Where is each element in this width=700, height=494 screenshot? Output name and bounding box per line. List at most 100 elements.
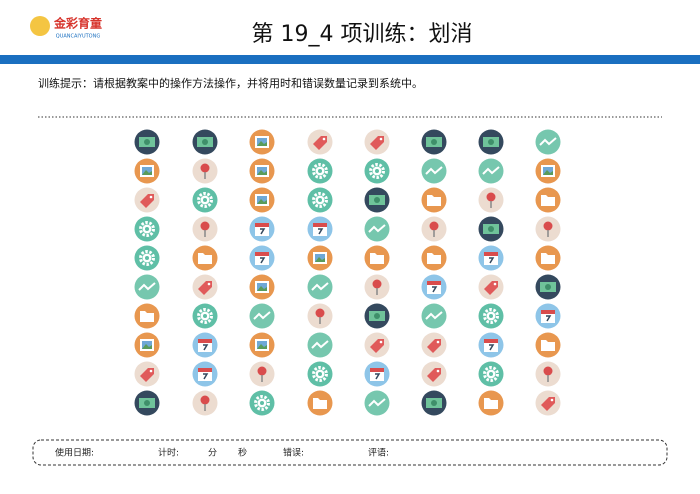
logo: 金彩育童 QUANCAIYUTONG — [30, 16, 102, 40]
calendar-day — [203, 373, 209, 380]
pin-icon — [535, 361, 561, 387]
pin-head — [200, 221, 210, 231]
gear-hole — [145, 256, 149, 260]
calendar-top — [541, 310, 555, 314]
pin-icon — [478, 187, 504, 213]
folder-icon — [421, 245, 447, 271]
calendar-icon — [249, 245, 275, 271]
hill — [257, 286, 267, 291]
tag-hole — [493, 282, 497, 286]
calendar-icon — [192, 332, 218, 358]
money-icon — [535, 274, 561, 300]
tag-hole — [379, 340, 383, 344]
pin-head — [543, 221, 553, 231]
chart-line — [368, 398, 386, 407]
chart-icon — [134, 274, 160, 300]
gear-hole — [489, 372, 493, 376]
folder-icon — [478, 390, 504, 416]
tag-icon — [307, 129, 333, 155]
bill-center — [144, 400, 150, 406]
folder — [427, 195, 441, 206]
gear-hole — [318, 372, 322, 376]
gear-icon — [364, 158, 390, 184]
calendar-top — [198, 339, 212, 343]
calendar-top — [370, 368, 384, 372]
gear-icon — [478, 361, 504, 387]
chart-icon — [478, 158, 504, 184]
pin-icon — [192, 390, 218, 416]
tag-icon — [364, 332, 390, 358]
calendar-icon — [192, 361, 218, 387]
gear-hole — [203, 314, 207, 318]
chart-line — [138, 282, 156, 291]
pin-head — [200, 163, 210, 173]
calendar-day — [489, 344, 495, 351]
chart-icon — [421, 158, 447, 184]
chart-line — [253, 311, 271, 320]
pin-icon — [364, 274, 390, 300]
gear-hole — [260, 401, 264, 405]
money-icon — [421, 129, 447, 155]
pin-icon — [192, 158, 218, 184]
chart-icon — [249, 303, 275, 329]
bill-center — [488, 139, 494, 145]
folder-icon — [307, 390, 333, 416]
tag-hole — [436, 369, 440, 373]
tag-icon — [421, 361, 447, 387]
bill-center — [374, 197, 380, 203]
bill-center — [431, 400, 437, 406]
minutes-label: 分 — [208, 448, 217, 459]
tag-hole — [550, 398, 554, 402]
gear-icon — [307, 158, 333, 184]
pin-head — [486, 192, 496, 202]
bill-center — [431, 139, 437, 145]
chart-line — [425, 166, 443, 175]
chart-icon — [364, 390, 390, 416]
comment-label: 评语: — [368, 448, 389, 459]
gear-icon — [307, 187, 333, 213]
pin-icon — [535, 216, 561, 242]
chart-line — [482, 166, 500, 175]
folder-icon — [192, 245, 218, 271]
chart-line — [311, 340, 329, 349]
folder — [484, 398, 498, 409]
gear-hole — [375, 169, 379, 173]
image-icon — [134, 158, 160, 184]
calendar-icon — [421, 274, 447, 300]
bill-center — [202, 139, 208, 145]
gear-icon — [307, 361, 333, 387]
header-bar — [0, 55, 700, 64]
hill — [142, 170, 152, 175]
title: 第 19_4 项训练：划消 — [252, 22, 473, 47]
gear-teeth — [312, 192, 328, 208]
folder — [541, 195, 555, 206]
tag-icon — [134, 361, 160, 387]
pin-icon — [249, 361, 275, 387]
hill — [257, 141, 267, 146]
gear-hole — [318, 169, 322, 173]
image-icon — [535, 158, 561, 184]
chart-line — [425, 311, 443, 320]
tag-hole — [207, 282, 211, 286]
calendar-day — [260, 228, 266, 235]
money-icon — [478, 216, 504, 242]
calendar-day — [203, 344, 209, 351]
gear-icon — [134, 216, 160, 242]
money-icon — [478, 129, 504, 155]
image-icon — [249, 332, 275, 358]
gear-icon — [249, 390, 275, 416]
tag-hole — [379, 137, 383, 141]
image-icon — [249, 187, 275, 213]
pin-head — [200, 395, 210, 405]
timer-label: 计时: — [158, 447, 179, 459]
money-icon — [364, 187, 390, 213]
calendar-day — [432, 286, 438, 293]
logo-text: 金彩育童 — [53, 16, 102, 31]
footer-box — [32, 439, 668, 466]
tag-icon — [478, 274, 504, 300]
folder-icon — [421, 187, 447, 213]
gear-teeth — [254, 395, 270, 411]
calendar-top — [255, 223, 269, 227]
